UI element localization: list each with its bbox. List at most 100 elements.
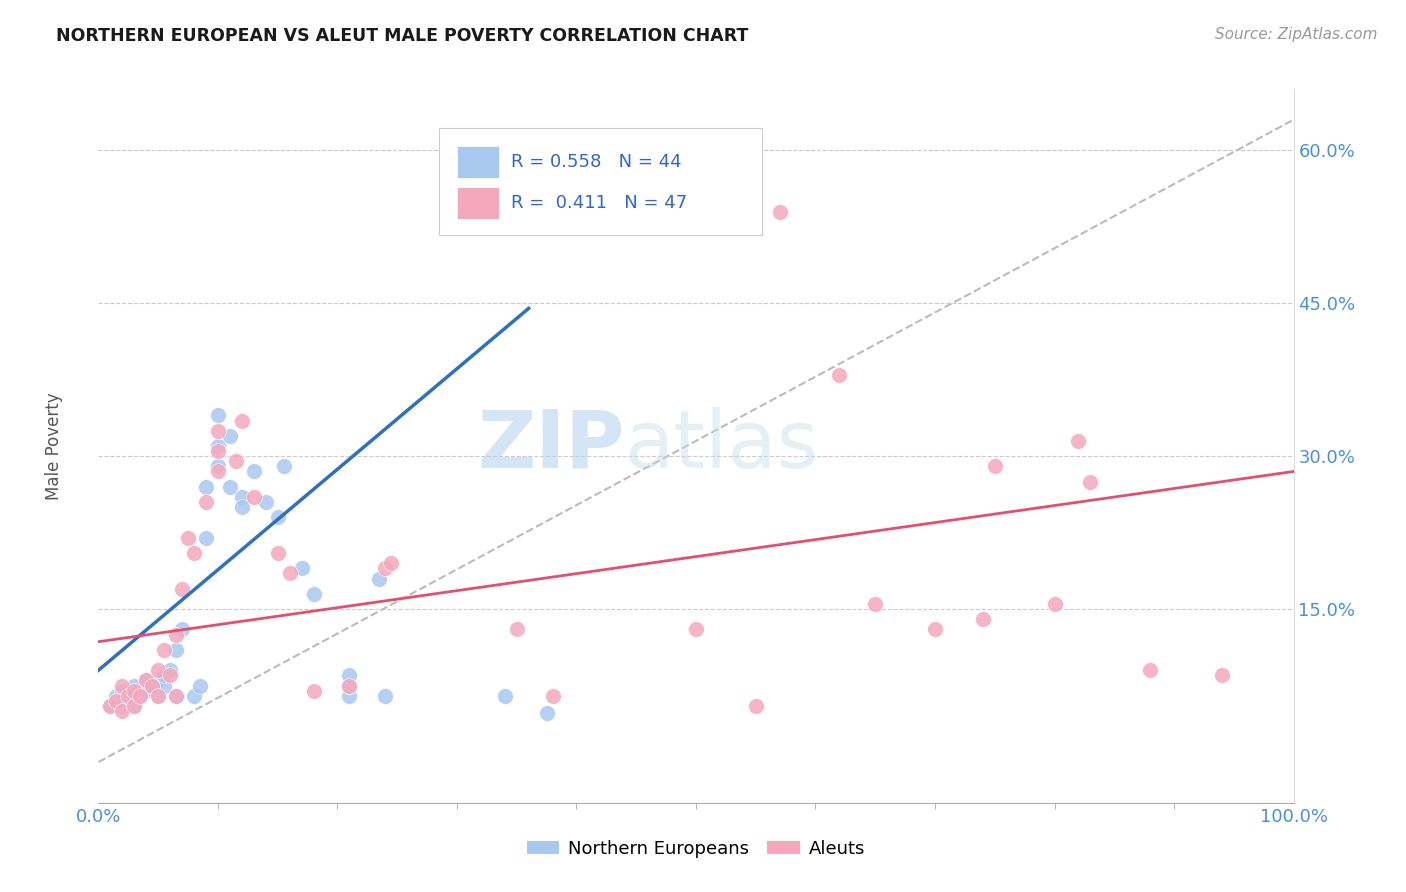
Point [302, 683, 325, 698]
Point [225, 454, 247, 468]
Point [124, 679, 146, 693]
Point [1080, 475, 1102, 489]
Point [111, 698, 134, 713]
Point [243, 490, 266, 504]
Point [135, 673, 157, 688]
Point [207, 465, 229, 479]
Point [768, 204, 790, 219]
Point [207, 459, 229, 474]
Text: ZIP: ZIP [477, 407, 624, 485]
Point [278, 566, 301, 581]
Point [207, 439, 229, 453]
Point [828, 368, 851, 382]
Text: NORTHERN EUROPEAN VS ALEUT MALE POVERTY CORRELATION CHART: NORTHERN EUROPEAN VS ALEUT MALE POVERTY … [56, 27, 748, 45]
FancyBboxPatch shape [439, 128, 762, 235]
Point [153, 668, 176, 682]
Point [231, 490, 253, 504]
Point [231, 413, 253, 427]
Point [207, 409, 229, 423]
Point [983, 459, 1005, 474]
Point [124, 683, 146, 698]
Point [183, 689, 205, 703]
Point [165, 689, 187, 703]
Point [98, 698, 122, 713]
Point [148, 673, 170, 688]
Point [924, 623, 946, 637]
Point [98, 698, 122, 713]
Point [494, 689, 516, 703]
Point [194, 531, 217, 545]
Point [337, 689, 360, 703]
Point [536, 706, 558, 720]
Point [506, 623, 529, 637]
Point [290, 561, 312, 575]
Point [194, 480, 217, 494]
Point [159, 668, 181, 682]
Point [267, 546, 290, 560]
Point [1067, 434, 1090, 448]
Point [111, 679, 134, 693]
Point [148, 689, 170, 703]
Point [135, 683, 157, 698]
Text: Source: ZipAtlas.com: Source: ZipAtlas.com [1215, 27, 1378, 42]
Bar [457, 146, 499, 178]
Point [374, 689, 396, 703]
Point [337, 679, 360, 693]
Point [380, 556, 402, 570]
Point [111, 683, 134, 698]
Point [207, 424, 229, 438]
Bar [457, 187, 499, 219]
Point [207, 444, 229, 458]
Point [117, 689, 139, 703]
Point [141, 679, 163, 693]
Point [374, 561, 396, 575]
Point [111, 704, 134, 718]
Text: atlas: atlas [624, 407, 818, 485]
Text: R =  0.411   N = 47: R = 0.411 N = 47 [510, 194, 688, 212]
Point [188, 679, 211, 693]
Point [124, 689, 146, 703]
Point [337, 668, 360, 682]
Point [1211, 668, 1233, 682]
Point [254, 495, 277, 509]
Point [153, 643, 176, 657]
Point [124, 698, 146, 713]
Point [124, 698, 146, 713]
Point [148, 663, 170, 677]
Point [165, 643, 187, 657]
Point [745, 698, 768, 713]
Point [267, 510, 290, 524]
Point [1139, 663, 1161, 677]
Point [863, 597, 886, 611]
Point [219, 480, 242, 494]
Point [172, 623, 194, 637]
Y-axis label: Male Poverty: Male Poverty [45, 392, 63, 500]
Point [165, 627, 187, 641]
Point [368, 572, 391, 586]
Point [105, 689, 128, 703]
Point [148, 689, 170, 703]
Point [129, 689, 152, 703]
Point [105, 694, 128, 708]
Legend: Northern Europeans, Aleuts: Northern Europeans, Aleuts [519, 833, 873, 865]
Point [172, 582, 194, 596]
Text: R = 0.558   N = 44: R = 0.558 N = 44 [510, 153, 682, 171]
Point [1043, 597, 1066, 611]
Point [129, 689, 152, 703]
Point [135, 673, 157, 688]
Point [194, 495, 217, 509]
Point [183, 546, 205, 560]
Point [685, 623, 707, 637]
Point [273, 459, 295, 474]
Point [177, 531, 200, 545]
Point [972, 612, 994, 626]
Point [541, 689, 564, 703]
Point [219, 429, 242, 443]
Point [141, 679, 163, 693]
Point [159, 663, 181, 677]
Point [243, 465, 266, 479]
Point [302, 587, 325, 601]
Point [337, 679, 360, 693]
Point [231, 500, 253, 515]
Point [165, 689, 187, 703]
